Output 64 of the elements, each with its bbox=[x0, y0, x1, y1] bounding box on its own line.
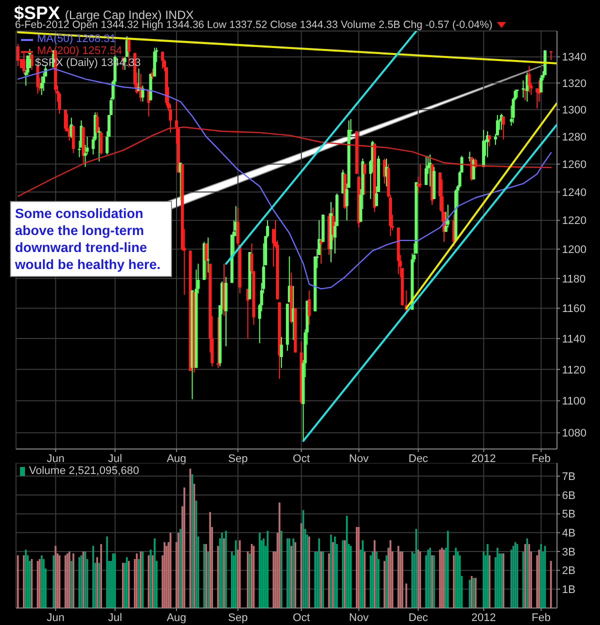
candlestick bbox=[308, 290, 311, 326]
candlestick bbox=[446, 204, 450, 228]
candlestick bbox=[42, 72, 46, 92]
line-series bbox=[17, 68, 552, 290]
candlestick bbox=[96, 112, 99, 134]
y-tick-label: 1180 bbox=[562, 273, 586, 286]
candlestick bbox=[363, 164, 366, 196]
candlestick bbox=[280, 336, 283, 368]
y-tick-label: 1B bbox=[562, 584, 576, 596]
y-tick-label: 1260 bbox=[562, 159, 586, 172]
x-tick-label: Nov bbox=[349, 452, 370, 465]
legend-label: MA(200) 1257.54 bbox=[37, 45, 122, 57]
x-tick-label: Jun bbox=[46, 612, 65, 624]
y-tick-label: 1220 bbox=[562, 215, 586, 228]
y-tick-label: 1340 bbox=[562, 52, 586, 64]
x-tick-label: Jul bbox=[108, 452, 122, 465]
candlestick bbox=[216, 316, 220, 368]
x-tick-label: 2012 bbox=[471, 612, 496, 624]
x-tick-label: Nov bbox=[349, 612, 370, 624]
y-tick-label: 1080 bbox=[562, 428, 586, 440]
x-tick-label: Dec bbox=[408, 452, 429, 465]
candlestick bbox=[64, 109, 67, 132]
line-series bbox=[17, 126, 552, 197]
candlestick bbox=[502, 116, 505, 140]
y-tick-label: 1200 bbox=[562, 244, 586, 256]
candlestick bbox=[36, 65, 40, 94]
candlestick bbox=[204, 242, 208, 279]
y-tick-label: 1320 bbox=[562, 78, 586, 90]
y-tick-label: 1240 bbox=[562, 186, 586, 199]
x-tick-label: 2012 bbox=[471, 452, 496, 465]
x-tick-label: Sep bbox=[228, 452, 248, 465]
annotation: Some consolidation above the long-term downward trend-line would be healthy here. bbox=[10, 201, 172, 277]
chart-subtitle: (Large Cap Index) INDX bbox=[65, 8, 194, 22]
y-tick-label: 1160 bbox=[562, 303, 586, 316]
y-tick-label: 1300 bbox=[562, 104, 586, 117]
legend-label: Volume 2,521,095,680 bbox=[29, 465, 140, 477]
x-tick-label: Jun bbox=[46, 452, 65, 465]
y-tick-label: 3B bbox=[562, 546, 576, 558]
y-tick-label: 4B bbox=[562, 528, 576, 540]
y-tick-label: 5B bbox=[562, 508, 576, 521]
annotation: 6-Feb-2012 Open 1344.32 High 1344.36 Low 1337.52 Close 1344.33 Volume 2.5B Chg -0.57 (-0.04%) bbox=[15, 19, 492, 31]
x-tick-label: Feb bbox=[532, 612, 551, 624]
y-tick-label: 1100 bbox=[562, 396, 586, 408]
y-tick-label: 6B bbox=[562, 490, 576, 502]
y-tick-label: 1140 bbox=[562, 333, 586, 346]
x-tick-label: Feb bbox=[532, 452, 551, 465]
x-tick-label: Sep bbox=[228, 612, 248, 624]
x-tick-label: Aug bbox=[166, 612, 186, 624]
candlestick bbox=[540, 74, 543, 93]
x-tick-label: Aug bbox=[166, 452, 186, 465]
candlestick bbox=[72, 125, 75, 154]
y-tick-label: 1120 bbox=[562, 364, 586, 376]
candlestick bbox=[161, 51, 164, 70]
candlestick bbox=[528, 65, 531, 93]
x-tick-label: Dec bbox=[408, 612, 429, 624]
candlestick bbox=[424, 155, 428, 186]
candlestick bbox=[100, 130, 103, 155]
y-tick-label: 2B bbox=[562, 565, 576, 578]
x-tick-label: Oct bbox=[292, 612, 310, 624]
x-tick-label: Oct bbox=[292, 452, 310, 465]
y-tick-label: 7B bbox=[562, 471, 576, 484]
y-tick-label: 1280 bbox=[562, 132, 586, 144]
candlestick bbox=[206, 237, 210, 274]
x-tick-label: Jul bbox=[108, 612, 122, 624]
